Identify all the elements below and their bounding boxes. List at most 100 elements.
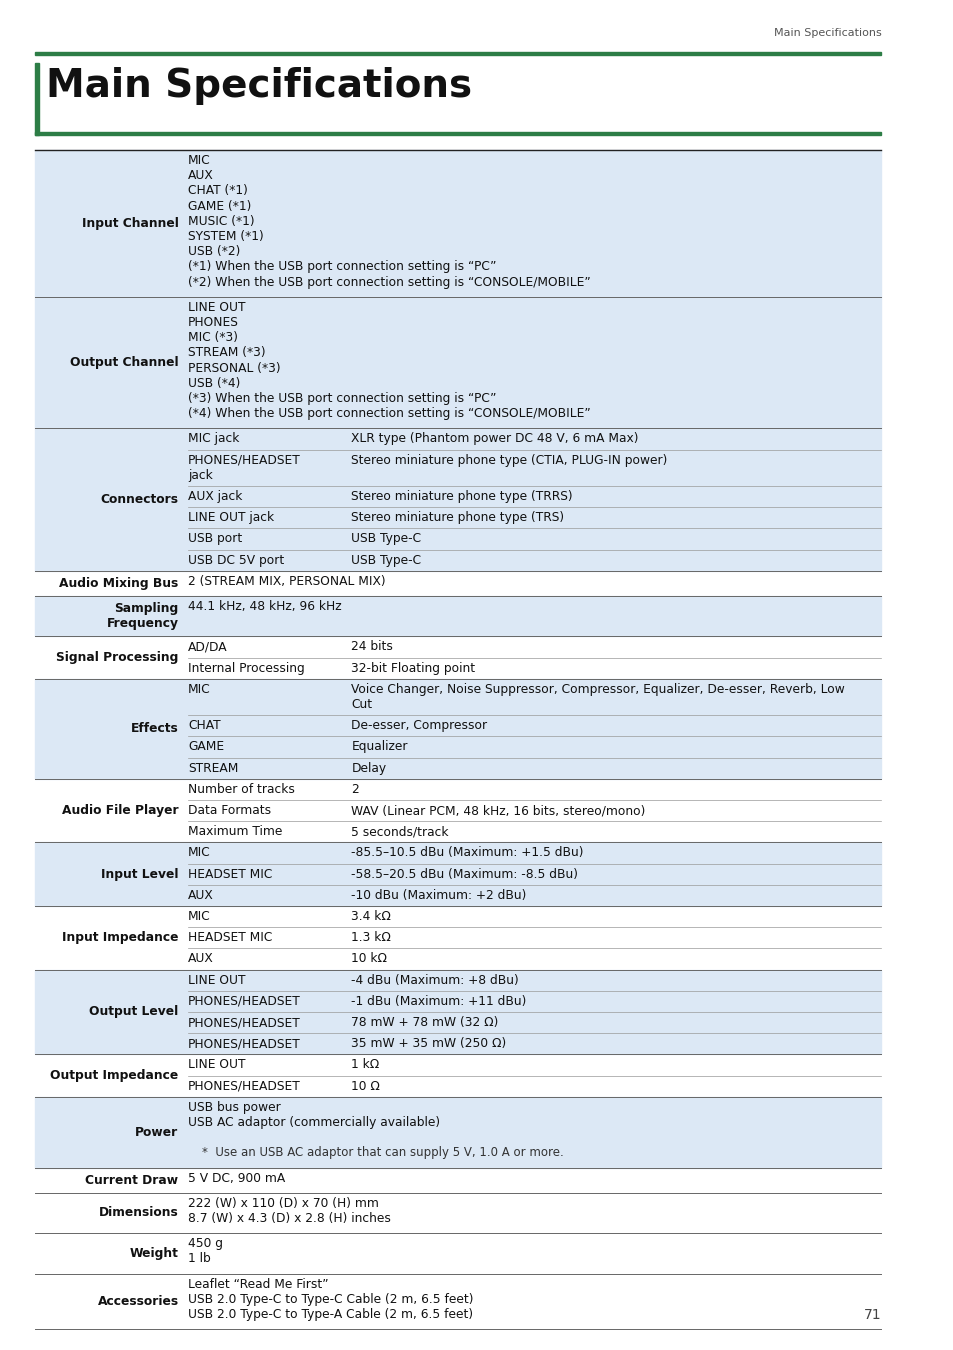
Text: Delay: Delay — [351, 761, 386, 775]
Bar — [34, 132, 881, 135]
Text: 32-bit Floating point: 32-bit Floating point — [351, 662, 475, 675]
Text: PHONES/HEADSET: PHONES/HEADSET — [188, 1037, 300, 1050]
Text: USB bus power: USB bus power — [188, 1100, 280, 1114]
Text: Main Specifications: Main Specifications — [46, 68, 472, 105]
Text: Stereo miniature phone type (TRS): Stereo miniature phone type (TRS) — [351, 512, 564, 524]
Text: 2 (STREAM MIX, PERSONAL MIX): 2 (STREAM MIX, PERSONAL MIX) — [188, 575, 385, 587]
Bar — [34, 679, 881, 779]
Text: USB DC 5V port: USB DC 5V port — [188, 554, 284, 567]
Text: Connectors: Connectors — [100, 493, 178, 506]
Text: 44.1 kHz, 48 kHz, 96 kHz: 44.1 kHz, 48 kHz, 96 kHz — [188, 599, 341, 613]
Text: HEADSET MIC: HEADSET MIC — [188, 868, 273, 880]
Text: STREAM: STREAM — [188, 761, 238, 775]
Text: jack: jack — [188, 468, 213, 482]
Text: MIC: MIC — [188, 910, 211, 923]
Text: Maximum Time: Maximum Time — [188, 825, 282, 838]
Text: 1 kΩ: 1 kΩ — [351, 1058, 379, 1072]
Text: 78 mW + 78 mW (32 Ω): 78 mW + 78 mW (32 Ω) — [351, 1017, 498, 1029]
Text: PHONES/HEADSET: PHONES/HEADSET — [188, 1017, 300, 1029]
Text: MIC (*3): MIC (*3) — [188, 331, 238, 344]
Text: -1 dBu (Maximum: +11 dBu): -1 dBu (Maximum: +11 dBu) — [351, 995, 526, 1008]
Text: STREAM (*3): STREAM (*3) — [188, 347, 266, 359]
Text: (*3) When the USB port connection setting is “PC”: (*3) When the USB port connection settin… — [188, 392, 497, 405]
Text: LINE OUT jack: LINE OUT jack — [188, 512, 274, 524]
Text: Weight: Weight — [130, 1247, 178, 1260]
Text: -85.5–10.5 dBu (Maximum: +1.5 dBu): -85.5–10.5 dBu (Maximum: +1.5 dBu) — [351, 846, 583, 860]
Text: SYSTEM (*1): SYSTEM (*1) — [188, 230, 264, 243]
Text: Leaflet “Read Me First”: Leaflet “Read Me First” — [188, 1277, 329, 1291]
Text: Equalizer: Equalizer — [351, 740, 408, 753]
Text: (*2) When the USB port connection setting is “CONSOLE/MOBILE”: (*2) When the USB port connection settin… — [188, 275, 590, 289]
Text: MIC: MIC — [188, 846, 211, 860]
Bar — [34, 595, 881, 636]
Text: Audio File Player: Audio File Player — [62, 805, 178, 817]
Bar — [34, 842, 881, 906]
Text: LINE OUT: LINE OUT — [188, 973, 246, 987]
Text: Input Level: Input Level — [101, 868, 178, 880]
Text: HEADSET MIC: HEADSET MIC — [188, 931, 273, 944]
Text: Cut: Cut — [351, 698, 372, 711]
Bar — [34, 1096, 881, 1168]
Text: MIC: MIC — [188, 683, 211, 695]
Text: Signal Processing: Signal Processing — [56, 651, 178, 664]
Text: Internal Processing: Internal Processing — [188, 662, 305, 675]
Bar — [34, 150, 881, 297]
Text: Input Impedance: Input Impedance — [62, 931, 178, 944]
Text: *  Use an USB AC adaptor that can supply 5 V, 1.0 A or more.: * Use an USB AC adaptor that can supply … — [201, 1146, 563, 1160]
Text: LINE OUT: LINE OUT — [188, 301, 246, 313]
Bar — [34, 969, 881, 1054]
Text: USB 2.0 Type-C to Type-C Cable (2 m, 6.5 feet): USB 2.0 Type-C to Type-C Cable (2 m, 6.5… — [188, 1293, 474, 1305]
Text: Current Draw: Current Draw — [86, 1173, 178, 1187]
Text: 71: 71 — [862, 1308, 881, 1322]
Text: USB (*2): USB (*2) — [188, 246, 240, 258]
Text: USB Type-C: USB Type-C — [351, 532, 421, 545]
Text: AD/DA: AD/DA — [188, 640, 228, 653]
Text: 10 Ω: 10 Ω — [351, 1080, 380, 1092]
Text: MUSIC (*1): MUSIC (*1) — [188, 215, 254, 228]
Text: 8.7 (W) x 4.3 (D) x 2.8 (H) inches: 8.7 (W) x 4.3 (D) x 2.8 (H) inches — [188, 1212, 391, 1224]
Text: Data Formats: Data Formats — [188, 805, 271, 817]
Text: 35 mW + 35 mW (250 Ω): 35 mW + 35 mW (250 Ω) — [351, 1037, 506, 1050]
Text: 2: 2 — [351, 783, 358, 795]
Text: USB AC adaptor (commercially available): USB AC adaptor (commercially available) — [188, 1116, 440, 1129]
Text: 450 g: 450 g — [188, 1237, 223, 1250]
Text: PHONES/HEADSET: PHONES/HEADSET — [188, 995, 300, 1008]
Text: (*4) When the USB port connection setting is “CONSOLE/MOBILE”: (*4) When the USB port connection settin… — [188, 408, 590, 420]
Text: (*1) When the USB port connection setting is “PC”: (*1) When the USB port connection settin… — [188, 261, 497, 274]
Text: 10 kΩ: 10 kΩ — [351, 952, 387, 965]
Text: Power: Power — [135, 1126, 178, 1138]
Text: Audio Mixing Bus: Audio Mixing Bus — [59, 576, 178, 590]
Text: 5 V DC, 900 mA: 5 V DC, 900 mA — [188, 1172, 285, 1184]
Text: -4 dBu (Maximum: +8 dBu): -4 dBu (Maximum: +8 dBu) — [351, 973, 518, 987]
Text: PHONES/HEADSET: PHONES/HEADSET — [188, 454, 300, 467]
Text: De-esser, Compressor: De-esser, Compressor — [351, 720, 487, 732]
Text: LINE OUT: LINE OUT — [188, 1058, 246, 1072]
Text: Voice Changer, Noise Suppressor, Compressor, Equalizer, De-esser, Reverb, Low: Voice Changer, Noise Suppressor, Compres… — [351, 683, 844, 695]
Text: 5 seconds/track: 5 seconds/track — [351, 825, 449, 838]
Text: AUX: AUX — [188, 888, 213, 902]
Text: MIC jack: MIC jack — [188, 432, 239, 446]
Text: WAV (Linear PCM, 48 kHz, 16 bits, stereo/mono): WAV (Linear PCM, 48 kHz, 16 bits, stereo… — [351, 805, 645, 817]
Text: Effects: Effects — [131, 722, 178, 736]
Text: Input Channel: Input Channel — [82, 217, 178, 230]
Text: MIC: MIC — [188, 154, 211, 167]
Text: PHONES: PHONES — [188, 316, 239, 329]
Text: GAME (*1): GAME (*1) — [188, 200, 252, 212]
Text: Stereo miniature phone type (CTIA, PLUG-IN power): Stereo miniature phone type (CTIA, PLUG-… — [351, 454, 667, 467]
Text: Accessories: Accessories — [97, 1295, 178, 1308]
Bar — [34, 63, 39, 135]
Text: PHONES/HEADSET: PHONES/HEADSET — [188, 1080, 300, 1092]
Text: XLR type (Phantom power DC 48 V, 6 mA Max): XLR type (Phantom power DC 48 V, 6 mA Ma… — [351, 432, 639, 446]
Text: 3.4 kΩ: 3.4 kΩ — [351, 910, 391, 923]
Text: -58.5–20.5 dBu (Maximum: -8.5 dBu): -58.5–20.5 dBu (Maximum: -8.5 dBu) — [351, 868, 578, 880]
Text: AUX: AUX — [188, 169, 213, 182]
Text: -10 dBu (Maximum: +2 dBu): -10 dBu (Maximum: +2 dBu) — [351, 888, 526, 902]
Text: USB 2.0 Type-C to Type-A Cable (2 m, 6.5 feet): USB 2.0 Type-C to Type-A Cable (2 m, 6.5… — [188, 1308, 473, 1322]
Bar — [34, 428, 881, 571]
Text: 1 lb: 1 lb — [188, 1253, 211, 1265]
Text: GAME: GAME — [188, 740, 224, 753]
Text: Main Specifications: Main Specifications — [773, 28, 881, 38]
Text: 24 bits: 24 bits — [351, 640, 393, 653]
Text: Output Level: Output Level — [90, 1006, 178, 1018]
Text: Output Channel: Output Channel — [70, 356, 178, 369]
